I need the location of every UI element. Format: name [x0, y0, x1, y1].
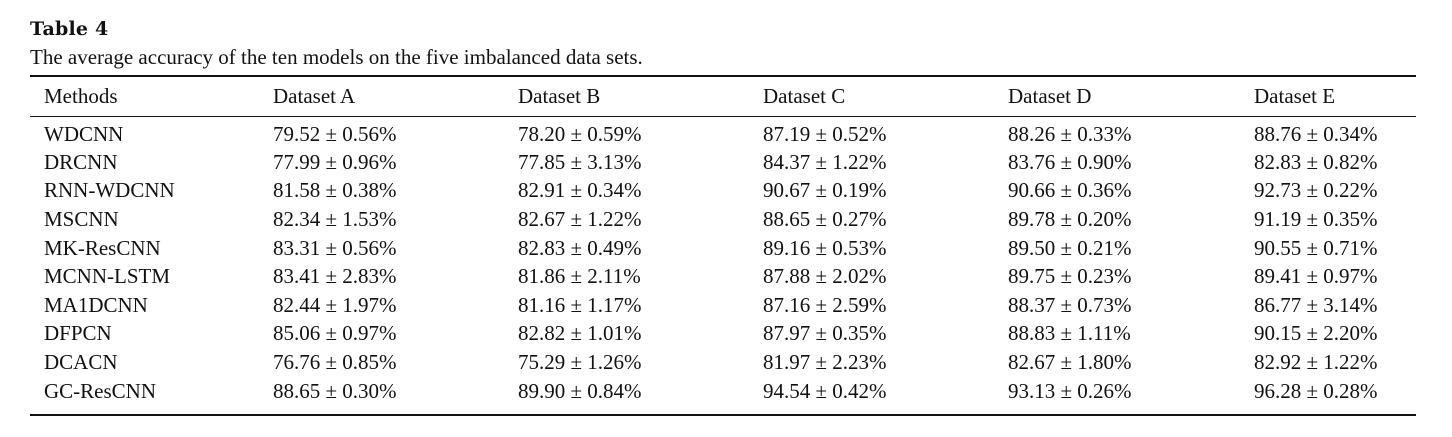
accuracy-cell-dataset-b: 75.29 ± 1.26%	[518, 349, 642, 374]
accuracy-cell-dataset-c: 87.19 ± 0.52%	[763, 121, 887, 146]
accuracy-cell-dataset-d: 83.76 ± 0.90%	[1008, 149, 1132, 174]
accuracy-cell-dataset-a: 77.99 ± 0.96%	[273, 149, 397, 174]
accuracy-cell-dataset-e: 96.28 ± 0.28%	[1254, 378, 1378, 403]
accuracy-cell-dataset-d: 90.66 ± 0.36%	[1008, 178, 1132, 203]
accuracy-cell-dataset-c: 84.37 ± 1.22%	[763, 149, 887, 174]
table-row: WDCNN 79.52 ± 0.56% 78.20 ± 0.59% 87.19 ± 0…	[30, 114, 1430, 148]
accuracy-cell-dataset-c: 88.65 ± 0.27%	[763, 206, 887, 231]
accuracy-cell-dataset-c: 89.16 ± 0.53%	[763, 235, 887, 260]
accuracy-cell-dataset-b: 77.85 ± 3.13%	[518, 149, 642, 174]
table-header-rule	[30, 116, 1416, 117]
accuracy-cell-dataset-c: 87.88 ± 2.02%	[763, 264, 887, 289]
accuracy-cell-dataset-b: 82.83 ± 0.49%	[518, 235, 642, 260]
table-row: DRCNN 77.99 ± 0.96% 77.85 ± 3.13% 84.37 ± 1…	[30, 148, 1430, 177]
table-row: MCNN-LSTM 83.41 ± 2.83% 81.86 ± 2.11% 87.88…	[30, 262, 1430, 291]
table-row: RNN-WDCNN 81.58 ± 0.38% 82.91 ± 0.34% 90.67…	[30, 177, 1430, 206]
accuracy-cell-dataset-b: 78.20 ± 0.59%	[518, 121, 642, 146]
accuracy-cell-dataset-e: 82.92 ± 1.22%	[1254, 349, 1378, 374]
method-name-cell: MK-ResCNN	[44, 235, 161, 260]
accuracy-cell-dataset-e: 86.77 ± 3.14%	[1254, 292, 1378, 317]
accuracy-cell-dataset-d: 82.67 ± 1.80%	[1008, 349, 1132, 374]
table-row: DCACN 76.76 ± 0.85% 75.29 ± 1.26% 81.97 ± 2…	[30, 348, 1430, 377]
method-name-cell: RNN-WDCNN	[44, 178, 175, 203]
accuracy-cell-dataset-e: 90.55 ± 0.71%	[1254, 235, 1378, 260]
accuracy-cell-dataset-b: 89.90 ± 0.84%	[518, 378, 642, 403]
accuracy-cell-dataset-e: 91.19 ± 0.35%	[1254, 206, 1378, 231]
table-caption: The average accuracy of the ten models o…	[30, 45, 643, 69]
table-row: MA1DCNN 82.44 ± 1.97% 81.16 ± 1.17% 87.16 ±…	[30, 291, 1430, 320]
accuracy-cell-dataset-a: 81.58 ± 0.38%	[273, 178, 397, 203]
method-name-cell: MSCNN	[44, 206, 119, 231]
table-top-rule	[30, 75, 1416, 77]
table-row: MK-ResCNN 83.31 ± 0.56% 82.83 ± 0.49% 89.16…	[30, 234, 1430, 263]
accuracy-cell-dataset-e: 92.73 ± 0.22%	[1254, 178, 1378, 203]
accuracy-cell-dataset-e: 89.41 ± 0.97%	[1254, 264, 1378, 289]
accuracy-cell-dataset-c: 81.97 ± 2.23%	[763, 349, 887, 374]
column-header-methods: Methods	[44, 83, 118, 108]
table-row: MSCNN 82.34 ± 1.53% 82.67 ± 1.22% 88.65 ± 0…	[30, 205, 1430, 234]
method-name-cell: MCNN-LSTM	[44, 264, 171, 289]
accuracy-cell-dataset-a: 88.65 ± 0.30%	[273, 378, 397, 403]
table-row: DFPCN 85.06 ± 0.97% 82.82 ± 1.01% 87.97 ± 0…	[30, 320, 1430, 349]
accuracy-cell-dataset-d: 88.37 ± 0.73%	[1008, 292, 1132, 317]
column-header-dataset-a: Dataset A	[273, 83, 356, 108]
column-header-dataset-d: Dataset D	[1008, 83, 1092, 108]
accuracy-cell-dataset-d: 93.13 ± 0.26%	[1008, 378, 1132, 403]
accuracy-cell-dataset-a: 85.06 ± 0.97%	[273, 321, 397, 346]
table-body: WDCNN 79.52 ± 0.56% 78.20 ± 0.59% 87.19 ± 0…	[30, 114, 1430, 405]
accuracy-cell-dataset-b: 81.86 ± 2.11%	[518, 264, 641, 289]
accuracy-cell-dataset-e: 90.15 ± 2.20%	[1254, 321, 1378, 346]
accuracy-cell-dataset-c: 87.97 ± 0.35%	[763, 321, 887, 346]
accuracy-cell-dataset-d: 89.78 ± 0.20%	[1008, 206, 1132, 231]
accuracy-cell-dataset-d: 88.26 ± 0.33%	[1008, 121, 1132, 146]
table-label: Table 4	[30, 18, 109, 40]
table-caption-block: Table 4 The average accuracy of the ten …	[30, 16, 1420, 70]
accuracy-cell-dataset-a: 76.76 ± 0.85%	[273, 349, 397, 374]
accuracy-cell-dataset-e: 88.76 ± 0.34%	[1254, 121, 1378, 146]
accuracy-cell-dataset-a: 82.34 ± 1.53%	[273, 206, 397, 231]
accuracy-cell-dataset-b: 81.16 ± 1.17%	[518, 292, 642, 317]
accuracy-cell-dataset-a: 83.31 ± 0.56%	[273, 235, 397, 260]
method-name-cell: DFPCN	[44, 321, 112, 346]
table-header-row: Methods Dataset A Dataset B Dataset C Da…	[30, 78, 1430, 114]
method-name-cell: WDCNN	[44, 121, 124, 146]
accuracy-cell-dataset-c: 94.54 ± 0.42%	[763, 378, 887, 403]
accuracy-cell-dataset-d: 89.50 ± 0.21%	[1008, 235, 1132, 260]
column-header-dataset-e: Dataset E	[1254, 83, 1336, 108]
accuracy-cell-dataset-b: 82.82 ± 1.01%	[518, 321, 642, 346]
accuracy-cell-dataset-d: 89.75 ± 0.23%	[1008, 264, 1132, 289]
accuracy-cell-dataset-a: 83.41 ± 2.83%	[273, 264, 397, 289]
method-name-cell: DRCNN	[44, 149, 118, 174]
accuracy-cell-dataset-b: 82.91 ± 0.34%	[518, 178, 642, 203]
column-header-dataset-c: Dataset C	[763, 83, 846, 108]
accuracy-cell-dataset-a: 82.44 ± 1.97%	[273, 292, 397, 317]
method-name-cell: GC-ResCNN	[44, 378, 157, 403]
accuracy-cell-dataset-d: 88.83 ± 1.11%	[1008, 321, 1131, 346]
accuracy-cell-dataset-b: 82.67 ± 1.22%	[518, 206, 642, 231]
table-bottom-rule	[30, 414, 1416, 416]
accuracy-cell-dataset-a: 79.52 ± 0.56%	[273, 121, 397, 146]
accuracy-cell-dataset-e: 82.83 ± 0.82%	[1254, 149, 1378, 174]
method-name-cell: DCACN	[44, 349, 118, 374]
accuracy-table: Methods Dataset A Dataset B Dataset C Da…	[30, 78, 1430, 405]
method-name-cell: MA1DCNN	[44, 292, 148, 317]
accuracy-cell-dataset-c: 90.67 ± 0.19%	[763, 178, 887, 203]
accuracy-cell-dataset-c: 87.16 ± 2.59%	[763, 292, 887, 317]
column-header-dataset-b: Dataset B	[518, 83, 601, 108]
table-row: GC-ResCNN 88.65 ± 0.30% 89.90 ± 0.84% 94.54…	[30, 377, 1430, 406]
